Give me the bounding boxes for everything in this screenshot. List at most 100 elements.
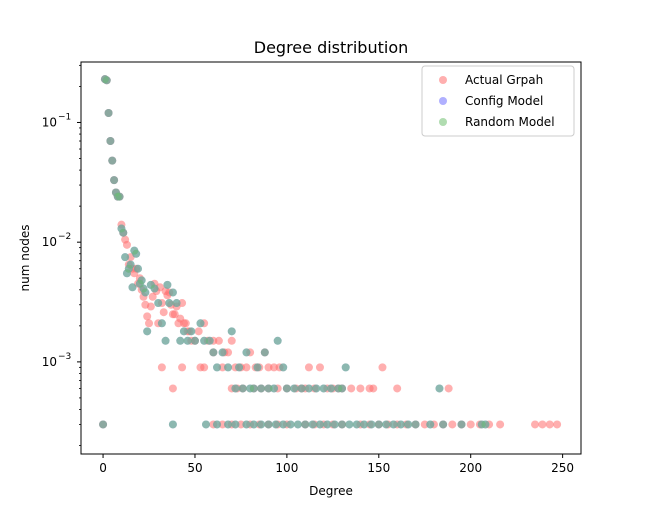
point-series-2-16	[128, 283, 137, 292]
point-series-2-104	[481, 420, 490, 429]
y-tick-exponent-2: −3	[58, 352, 71, 362]
point-series-2-69	[341, 363, 350, 372]
point-series-2-100	[435, 384, 444, 393]
point-series-2-83	[301, 420, 310, 429]
chart-title: Degree distribution	[254, 38, 409, 57]
point-series-2-37	[187, 327, 196, 336]
point-series-0-54	[214, 336, 223, 345]
point-series-2-12	[121, 253, 130, 262]
point-series-2-26	[150, 284, 159, 293]
point-series-2-58	[273, 336, 282, 345]
point-series-0-24	[143, 312, 152, 321]
point-series-2-53	[253, 363, 262, 372]
point-series-2-21	[137, 276, 146, 285]
point-series-0-60	[242, 363, 251, 372]
point-series-2-89	[345, 420, 354, 429]
point-series-0-26	[146, 302, 155, 311]
legend-label-0: Actual Grpah	[465, 73, 543, 87]
point-series-2-72	[213, 420, 222, 429]
point-series-0-92	[531, 420, 540, 429]
point-series-2-77	[257, 420, 266, 429]
point-series-2-43	[213, 363, 222, 372]
point-series-2-96	[396, 420, 405, 429]
point-series-0-45	[181, 319, 190, 328]
point-series-0-33	[159, 308, 168, 317]
point-series-2-50	[242, 348, 251, 357]
legend-label-2: Random Model	[465, 115, 555, 129]
y-tick-label-2: 10	[42, 355, 57, 369]
point-series-0-25	[145, 319, 154, 328]
point-series-0-76	[356, 384, 365, 393]
point-series-2-101	[439, 420, 448, 429]
y-tick-label-0: 10	[42, 115, 57, 129]
y-tick-label-1: 10	[42, 235, 57, 249]
y-axis-label: num nodes	[18, 225, 32, 292]
point-series-0-88	[466, 420, 475, 429]
point-series-2-76	[249, 420, 258, 429]
point-series-2-94	[382, 420, 391, 429]
point-series-0-91	[496, 420, 505, 429]
point-series-2-99	[426, 420, 435, 429]
point-series-0-57	[227, 336, 236, 345]
point-series-2-70	[168, 420, 177, 429]
point-series-2-40	[200, 336, 209, 345]
point-series-0-72	[315, 363, 324, 372]
x-tick-label-0: 0	[99, 461, 107, 475]
point-series-2-91	[360, 420, 369, 429]
point-series-2-102	[457, 420, 466, 429]
point-series-0-96	[168, 384, 177, 393]
point-series-0-94	[545, 420, 554, 429]
legend-marker-0	[439, 76, 447, 84]
point-series-2-38	[190, 336, 199, 345]
point-series-0-130	[218, 420, 227, 429]
x-tick-label-1: 50	[187, 461, 202, 475]
point-series-2-81	[286, 420, 295, 429]
point-series-0-56	[224, 348, 233, 357]
y-tick-exponent-1: −2	[58, 232, 71, 242]
point-series-2-6	[110, 176, 119, 185]
point-series-0-97	[157, 363, 166, 372]
point-series-2-41	[205, 336, 214, 345]
point-series-2-93	[374, 420, 383, 429]
point-series-2-35	[179, 327, 188, 336]
point-series-0-93	[538, 420, 547, 429]
point-series-2-11	[119, 228, 128, 237]
point-series-2-49	[238, 384, 247, 393]
point-series-2-62	[297, 384, 306, 393]
point-series-2-24	[143, 327, 152, 336]
point-series-2-92	[367, 420, 376, 429]
point-series-2-90	[352, 420, 361, 429]
legend: Actual Grpah Config Model Random Model	[421, 65, 575, 137]
point-series-0-71	[304, 363, 313, 372]
point-series-2-47	[231, 384, 240, 393]
point-series-2-87	[330, 420, 339, 429]
point-series-2-44	[218, 348, 227, 357]
point-series-2-45	[224, 363, 233, 372]
y-tick-exponent-0: −1	[58, 112, 71, 122]
point-series-2-56	[264, 384, 273, 393]
point-series-0-66	[270, 363, 279, 372]
point-series-2-98	[411, 420, 420, 429]
point-series-2-75	[242, 420, 251, 429]
y-axis-ticks: 10−110−210−3	[42, 64, 81, 446]
x-tick-label-4: 200	[459, 461, 482, 475]
point-series-2-34	[176, 336, 185, 345]
point-series-0-65	[264, 363, 273, 372]
point-series-2-59	[279, 363, 288, 372]
point-series-2-78	[264, 420, 273, 429]
point-series-2-46	[227, 327, 236, 336]
point-series-2-86	[323, 420, 332, 429]
point-series-2-9	[115, 192, 124, 201]
point-series-2-23	[141, 288, 150, 297]
point-series-2-15	[126, 260, 135, 269]
point-series-2-95	[389, 420, 398, 429]
point-series-2-54	[257, 384, 266, 393]
point-series-0-82	[420, 420, 429, 429]
point-series-2-28	[157, 319, 166, 328]
point-series-2-5	[108, 156, 117, 165]
point-series-2-64	[312, 384, 321, 393]
point-series-2-33	[172, 299, 181, 308]
point-series-0-101	[196, 363, 205, 372]
point-series-2-32	[168, 288, 177, 297]
